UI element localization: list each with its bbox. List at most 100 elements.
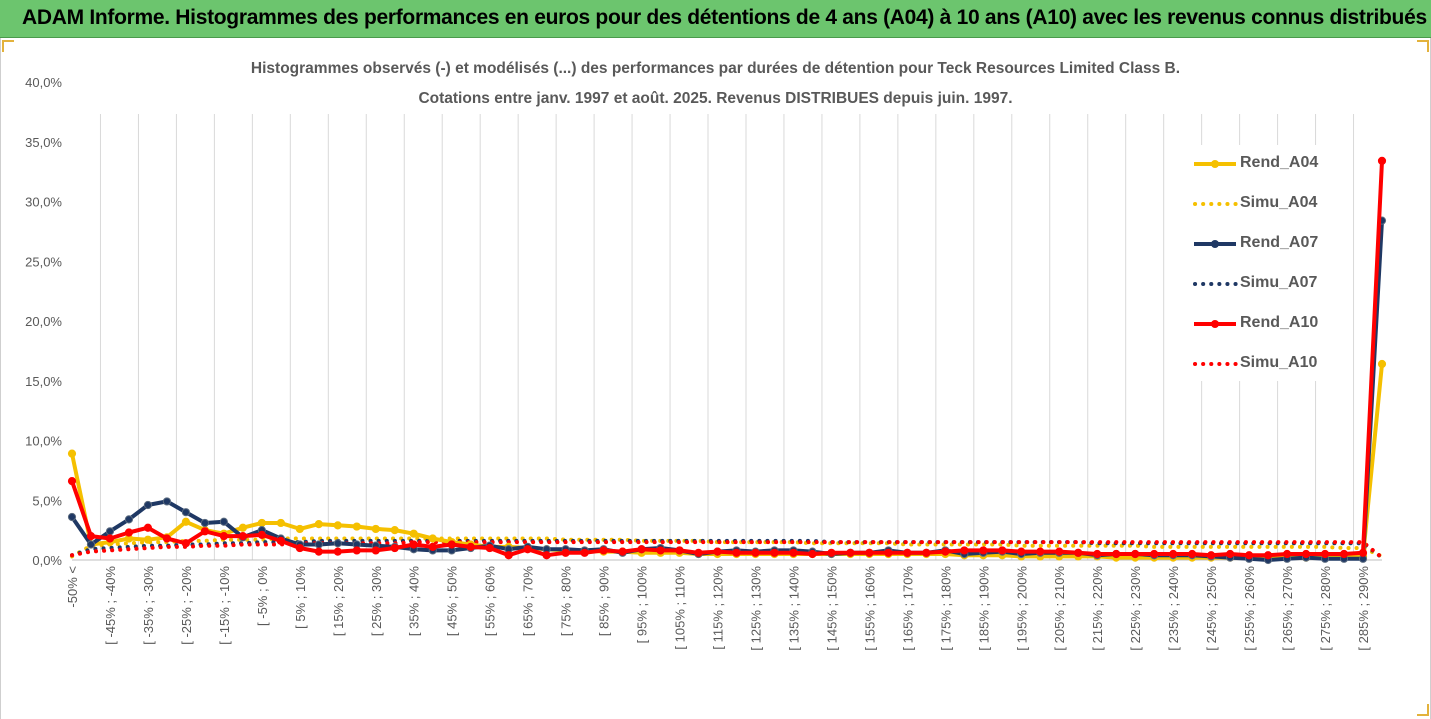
data-point (1131, 549, 1140, 559)
legend-swatch (1193, 282, 1238, 286)
data-point (295, 543, 304, 553)
data-point (1169, 549, 1178, 559)
data-point (428, 534, 437, 543)
data-point (884, 548, 893, 557)
data-point (162, 497, 172, 506)
data-point (1226, 549, 1235, 559)
y-tick-label: 20,0% (25, 314, 62, 329)
data-point (276, 536, 285, 545)
data-point (67, 449, 77, 458)
data-point (257, 530, 266, 540)
x-tick-label: [ 15% ; 20% (331, 566, 346, 637)
series-Rend_A10 (67, 156, 1387, 560)
data-point (200, 518, 209, 528)
data-point (219, 517, 228, 526)
x-tick-label: [ 85% ; 90% (597, 566, 612, 637)
data-point (200, 527, 209, 536)
x-tick-label: [ 175% ; 180% (938, 566, 953, 651)
data-point (1093, 549, 1102, 559)
data-point (105, 534, 115, 543)
data-point (903, 548, 912, 557)
data-point (1301, 549, 1311, 559)
data-point (219, 532, 228, 541)
data-point (352, 522, 361, 531)
data-point (143, 500, 153, 510)
data-point (979, 546, 988, 555)
data-point (314, 540, 323, 549)
data-point (105, 527, 115, 536)
data-point (409, 540, 418, 549)
data-point (181, 508, 191, 517)
data-point (352, 546, 361, 555)
series-line-Rend_A10 (70, 160, 1384, 558)
data-point (561, 548, 570, 557)
data-point (960, 546, 969, 555)
x-tick-label: [ -15% ; -10% (217, 566, 232, 645)
x-tick-label: [ 265% ; 270% (1280, 566, 1295, 651)
legend-swatch-marker (1211, 160, 1219, 168)
data-point (1207, 551, 1216, 560)
legend-label: Simu_A04 (1240, 194, 1318, 211)
legend-label: Rend_A10 (1240, 314, 1319, 331)
y-tick-label: 5,0% (32, 493, 62, 508)
data-point (371, 524, 380, 534)
x-tick-label: [ 115% ; 120% (711, 566, 726, 650)
data-point (1017, 547, 1026, 556)
data-point (713, 547, 722, 556)
data-point (390, 526, 399, 535)
x-tick-label: [ 55% ; 60% (483, 566, 498, 637)
x-tick-label: [ 255% ; 260% (1242, 566, 1257, 651)
data-point (257, 518, 266, 528)
data-point (789, 548, 798, 557)
data-point (998, 546, 1007, 555)
data-point (523, 545, 532, 554)
data-point (599, 546, 608, 555)
legend-item: Simu_A07 (1192, 273, 1332, 295)
data-point (333, 521, 342, 530)
legend-swatch-marker (1211, 320, 1219, 328)
data-point (732, 548, 741, 557)
chart-title-line2: Cotations entre janv. 1997 et août. 2025… (418, 90, 1013, 107)
data-point (846, 548, 855, 557)
data-point (333, 547, 342, 556)
data-point (1263, 551, 1273, 560)
data-point (865, 548, 874, 557)
legend-label: Simu_A10 (1240, 354, 1318, 371)
legend-swatch (1194, 320, 1236, 328)
legend-item: Simu_A10 (1192, 353, 1332, 375)
data-point (466, 542, 475, 551)
data-point (371, 546, 380, 555)
x-tick-label: [ 245% ; 250% (1204, 566, 1219, 651)
y-tick-label: 35,0% (25, 135, 62, 150)
x-tick-label: -50% < (65, 566, 80, 608)
chart-title-line1: Histogrammes observés (-) et modélisés (… (250, 60, 1181, 77)
legend-item: Rend_A10 (1192, 313, 1332, 335)
data-point (390, 543, 399, 553)
vertical-gridlines (99, 114, 1355, 560)
data-point (143, 535, 153, 544)
x-tick-label: [ 285% ; 290% (1356, 566, 1371, 651)
x-tick-label: [ 5% ; 10% (293, 566, 308, 629)
data-point (314, 520, 323, 529)
x-tick-label: [ 165% ; 170% (900, 566, 915, 651)
x-tick-label: [ 235% ; 240% (1166, 566, 1181, 651)
data-point (1188, 549, 1197, 559)
data-point (295, 524, 304, 534)
x-tick-label: [ 135% ; 140% (786, 566, 801, 651)
data-point (1245, 551, 1254, 560)
data-point (86, 532, 96, 541)
y-tick-label: 40,0% (25, 75, 62, 90)
data-point (238, 532, 247, 541)
data-point (1150, 549, 1159, 559)
x-tick-label: [ 225% ; 230% (1128, 566, 1143, 651)
report-title: ADAM Informe. Histogrammes des performan… (22, 6, 1427, 29)
data-point (162, 534, 172, 543)
data-point (1074, 548, 1083, 557)
x-tick-label: [ 95% ; 100% (635, 566, 650, 644)
x-tick-label: [ 45% ; 50% (445, 566, 460, 637)
data-point (181, 517, 191, 526)
x-tick-label: [ -45% ; -40% (103, 566, 118, 645)
data-point (808, 549, 817, 559)
data-point (124, 515, 134, 524)
series-group (67, 156, 1387, 565)
